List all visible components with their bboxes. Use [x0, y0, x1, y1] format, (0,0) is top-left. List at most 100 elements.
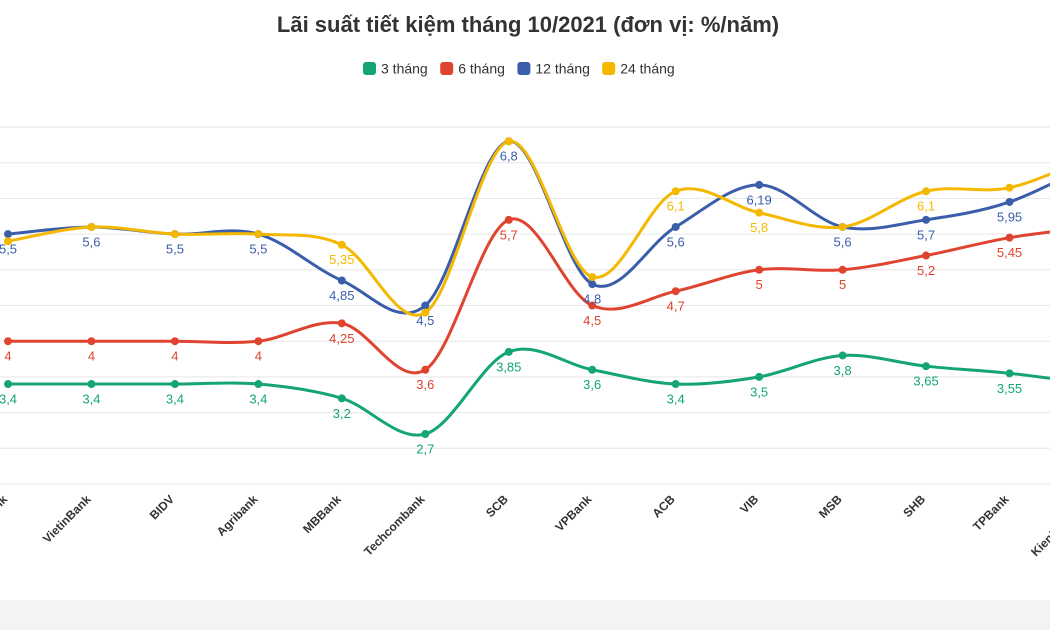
data-point [254, 230, 263, 239]
data-label: 5 [839, 277, 846, 292]
data-label: 5,6 [82, 234, 100, 249]
data-label: 3,65 [913, 374, 938, 389]
data-point [170, 230, 179, 239]
data-label: 3,4 [0, 391, 17, 406]
data-label: 5,35 [329, 252, 354, 267]
data-point [671, 380, 680, 389]
data-point [254, 380, 263, 389]
legend-label: 12 tháng [535, 61, 590, 77]
data-label: 3,8 [834, 363, 852, 378]
data-label: 5,6 [834, 234, 852, 249]
data-point [1005, 369, 1014, 378]
data-point [254, 337, 263, 346]
data-point [337, 319, 346, 328]
data-point [504, 347, 513, 356]
data-point [671, 187, 680, 196]
series-line [8, 347, 1050, 437]
data-point [922, 215, 931, 224]
data-point [170, 337, 179, 346]
data-label: 5,8 [750, 220, 768, 235]
data-point [4, 380, 12, 389]
data-label: 5,7 [500, 227, 518, 242]
data-point [87, 380, 96, 389]
data-label: 4,8 [583, 292, 601, 307]
data-label: 3,5 [750, 384, 768, 399]
data-label: 5,5 [249, 242, 267, 257]
data-label: 5 [756, 277, 763, 292]
legend-swatch [440, 62, 454, 75]
data-label: 5,45 [997, 245, 1022, 260]
data-point [671, 222, 680, 231]
x-tick-label: Agribank [214, 492, 261, 539]
data-point [838, 222, 847, 231]
data-point [671, 287, 680, 296]
data-point [588, 272, 597, 281]
x-tick-label: Techcombank [361, 492, 428, 559]
data-point [588, 280, 597, 289]
legend-label: 24 tháng [620, 61, 675, 77]
data-label: 4 [255, 349, 262, 364]
data-label: 4 [4, 349, 11, 364]
data-point [755, 180, 764, 189]
data-point [755, 372, 764, 381]
data-label: 4,5 [416, 313, 434, 328]
x-tick-label: MSB [816, 492, 845, 521]
data-label: 3,4 [667, 391, 685, 406]
data-point [87, 222, 96, 231]
data-label: 5,5 [166, 242, 184, 257]
data-point [1005, 183, 1014, 192]
data-point [588, 301, 597, 310]
x-tick-label: BIDV [147, 492, 177, 522]
series-line [8, 217, 1050, 375]
data-point [1005, 233, 1014, 242]
data-label: 3,6 [583, 377, 601, 392]
data-point [922, 187, 931, 196]
legend-label: 6 tháng [458, 61, 505, 77]
data-point [1005, 197, 1014, 206]
data-label: 4,85 [329, 288, 354, 303]
x-tick-label: SHB [900, 492, 928, 520]
x-tick-label: MBBank [300, 492, 344, 536]
data-label: 3,6 [416, 377, 434, 392]
chart-title: Lãi suất tiết kiệm tháng 10/2021 (đơn vị… [277, 12, 779, 37]
data-label: 6,1 [917, 199, 935, 214]
data-label: 3,4 [249, 391, 267, 406]
data-point [504, 215, 513, 224]
data-label: 3,4 [166, 391, 184, 406]
legend-swatch [517, 62, 531, 75]
data-point [4, 230, 12, 239]
data-point [337, 276, 346, 285]
data-label: 4,5 [583, 313, 601, 328]
data-label: 5,2 [917, 263, 935, 278]
data-point [922, 251, 931, 260]
data-point [4, 337, 12, 346]
data-point [170, 380, 179, 389]
data-point [755, 208, 764, 217]
x-tick-label: SCB [483, 492, 511, 520]
x-tick-label: ACB [650, 492, 679, 521]
data-label: 2,7 [416, 441, 434, 456]
data-label: 3,85 [496, 359, 521, 374]
x-tick-label: VPBank [552, 492, 594, 534]
data-point [838, 265, 847, 274]
data-point [87, 337, 96, 346]
data-point [504, 137, 513, 146]
data-label: 5,5 [0, 242, 17, 257]
data-point [922, 362, 931, 371]
data-label: 4,25 [329, 331, 354, 346]
data-label: 3,55 [997, 381, 1022, 396]
legend-label: 3 tháng [381, 61, 428, 77]
data-label: 4 [88, 349, 95, 364]
data-point [421, 301, 430, 310]
x-tick-label: TPBank [970, 492, 1012, 534]
data-point [421, 430, 430, 439]
data-point [755, 265, 764, 274]
data-label: 5,95 [997, 209, 1022, 224]
x-tick-label: VietinBank [40, 492, 94, 546]
bottom-band [0, 600, 1050, 630]
series-line [7, 139, 1050, 317]
legend-swatch [602, 62, 616, 75]
data-label: 3,4 [82, 391, 100, 406]
data-label: 6,8 [500, 149, 518, 164]
